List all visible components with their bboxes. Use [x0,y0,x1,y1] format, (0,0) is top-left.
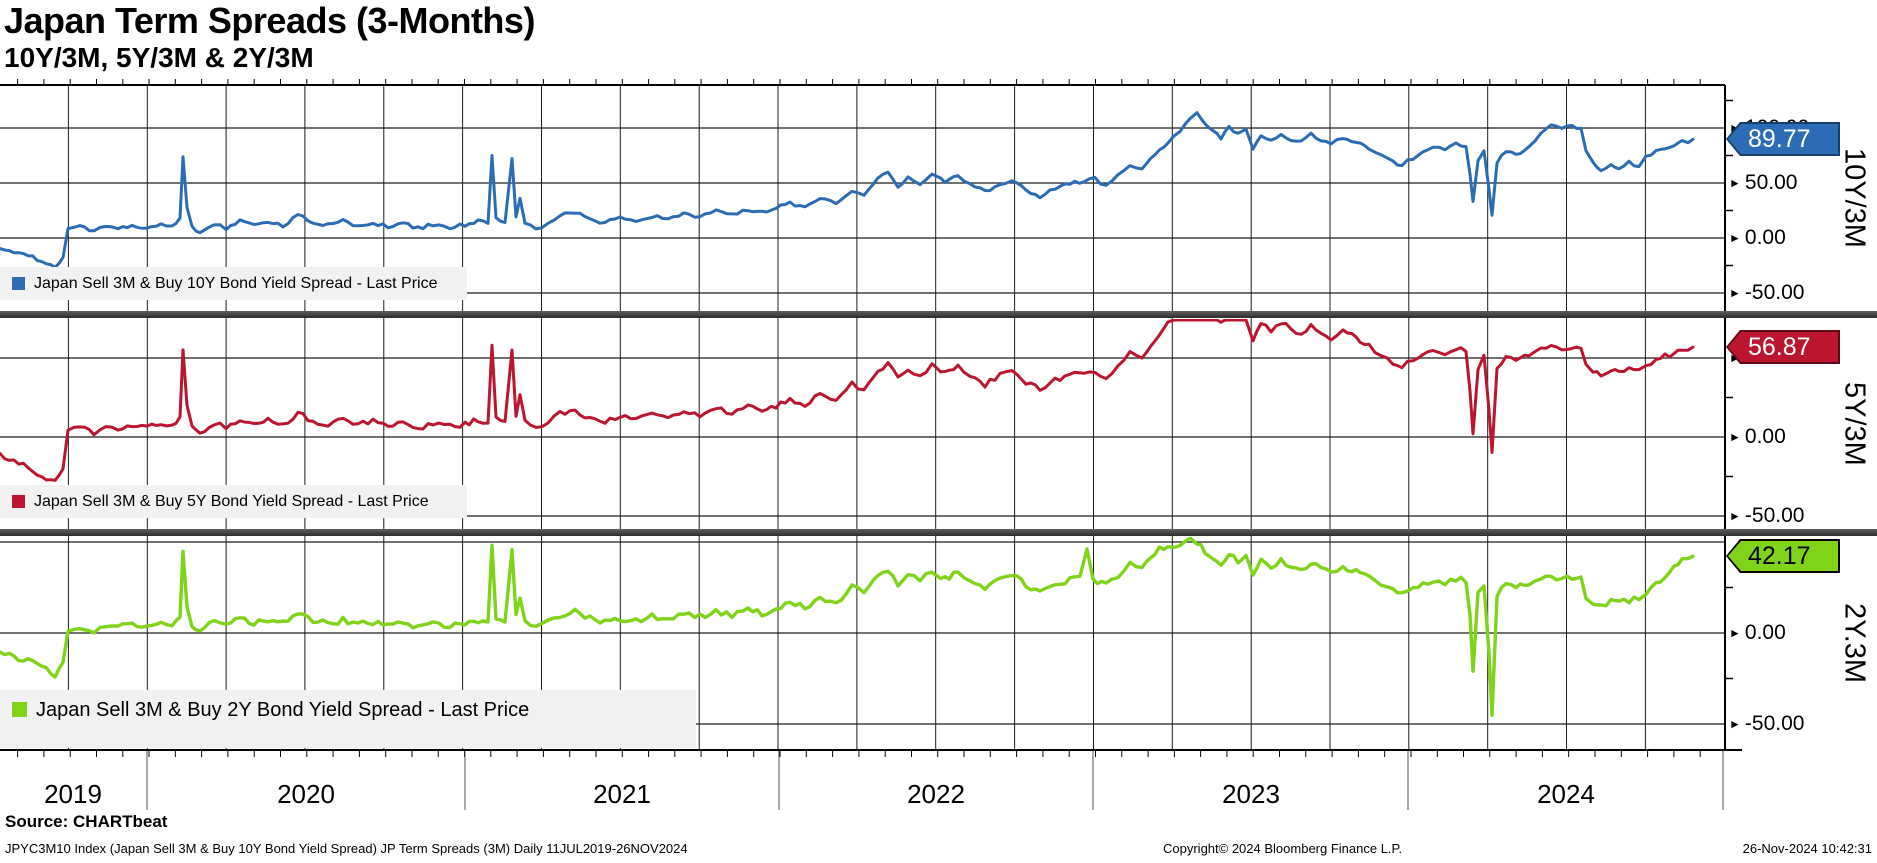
last-price-tag-10y3m: 89.77 [1726,122,1840,156]
legend-label: Japan Sell 3M & Buy 10Y Bond Yield Sprea… [34,274,438,292]
copyright-text: Copyright© 2024 Bloomberg Finance L.P. [1163,841,1403,856]
y-axis-tick-label: ► -50.00 [1729,504,1805,527]
y-axis-tick-label: ► -50.00 [1729,281,1805,304]
chart-subtitle: 10Y/3M, 5Y/3M & 2Y/3M [4,42,314,73]
x-axis-year-label: 2021 [593,779,651,809]
legend-10y3m[interactable]: Japan Sell 3M & Buy 10Y Bond Yield Sprea… [0,267,467,300]
last-price-tag-5y3m: 56.87 [1726,330,1840,364]
tick-arrow-icon: ► [1729,286,1741,300]
tick-arrow-icon: ► [1729,717,1741,731]
panel-axis-label-10y3m: 10Y/3M [1838,148,1871,248]
tick-arrow-icon: ► [1729,121,1741,135]
tick-arrow-icon: ► [1729,430,1741,444]
price-tag-value: 89.77 [1728,124,1838,154]
y-axis-tick-label: ►50.00 [1729,171,1798,194]
tick-arrow-icon: ► [1729,231,1741,245]
panel-axis-label-5y3m: 5Y/3M [1838,381,1871,466]
last-price-tag-2y3m: 42.17 [1726,539,1840,573]
legend-label: Japan Sell 3M & Buy 2Y Bond Yield Spread… [36,699,530,721]
security-info: JPYC3M10 Index (Japan Sell 3M & Buy 10Y … [5,841,688,856]
legend-2y3m[interactable]: Japan Sell 3M & Buy 2Y Bond Yield Spread… [0,690,696,748]
y-axis-tick-label: ► 0.00 [1729,621,1786,644]
y-axis-tick-label: ► 0.00 [1729,226,1786,249]
tick-arrow-icon: ► [1729,176,1741,190]
chart-title: Japan Term Spreads (3-Months) [4,0,535,41]
legend-swatch-icon [12,702,27,717]
x-axis-year-label: 2020 [277,779,335,809]
series-line-5Y/3M [0,319,1695,482]
timestamp: 26-Nov-2024 10:42:31 [1742,841,1872,856]
legend-5y3m[interactable]: Japan Sell 3M & Buy 5Y Bond Yield Spread… [0,485,467,518]
legend-swatch-icon [12,277,25,290]
series-line-10Y/3M [0,111,1695,269]
x-axis-year-label: 2022 [907,779,965,809]
y-axis-tick-label: ► -50.00 [1729,712,1805,735]
tick-arrow-icon: ► [1729,351,1741,365]
legend-label: Japan Sell 3M & Buy 5Y Bond Yield Spread… [34,492,429,510]
source-label: Source: CHARTbeat [5,812,168,831]
series-line-2Y.3M [0,537,1695,717]
x-axis-year-label: 2019 [44,779,102,809]
panel-divider[interactable] [0,529,1877,536]
x-axis-year-label: 2023 [1222,779,1280,809]
price-tag-value: 42.17 [1728,541,1838,571]
price-tag-value: 56.87 [1728,332,1838,362]
y-axis-tick-label: ► 0.00 [1729,425,1786,448]
panel-divider[interactable] [0,311,1877,318]
tick-arrow-icon: ► [1729,509,1741,523]
x-axis-year-label: 2024 [1537,779,1595,809]
legend-swatch-icon [12,495,25,508]
tick-arrow-icon: ► [1729,626,1741,640]
panel-axis-label-2y3m: 2Y.3M [1838,602,1871,684]
